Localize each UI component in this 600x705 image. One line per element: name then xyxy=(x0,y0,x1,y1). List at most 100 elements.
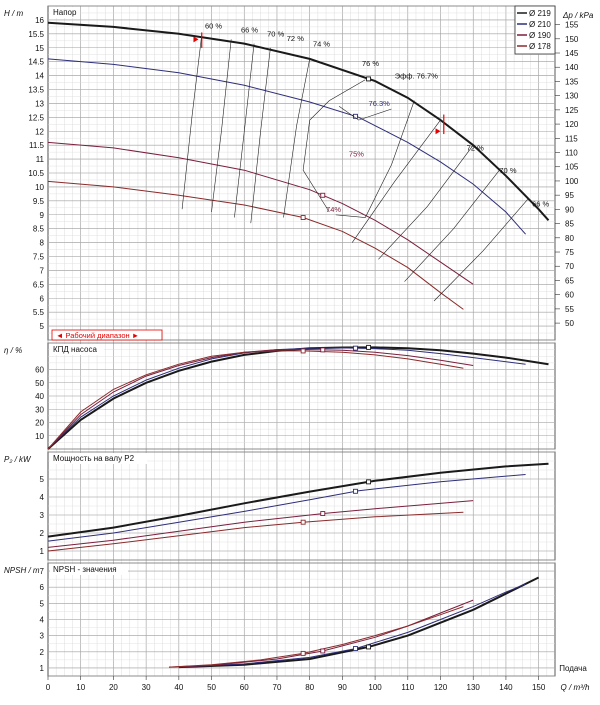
panel-power: 1 2 3 4 5 P₂ / kW Мощность на валу P2 xyxy=(4,451,556,561)
y-tick-label: 6 xyxy=(40,583,45,592)
duty-point-marker xyxy=(320,648,326,654)
panel-title-bg xyxy=(50,453,148,464)
iso-efficiency-line xyxy=(283,58,310,218)
duty-point-marker xyxy=(353,345,358,351)
y-right-tick-label: 65 xyxy=(565,276,574,285)
panel-title-bg xyxy=(50,344,104,355)
x-axis-label: Q / m³/h xyxy=(561,683,590,692)
y-tick-label: 50 xyxy=(35,379,44,388)
curve-head-178 xyxy=(47,180,464,310)
y-tick-label: 8 xyxy=(40,239,45,248)
panel-title: Напор xyxy=(53,8,77,17)
duty-point-marker xyxy=(320,192,326,198)
y-tick-label: 9.5 xyxy=(33,197,45,206)
x-tick-label: 100 xyxy=(368,683,382,692)
curve-npsh-210 xyxy=(178,583,526,668)
y-axis-label: H / m xyxy=(4,9,23,18)
y-tick-label: 5 xyxy=(40,475,45,484)
x-tick-label: 10 xyxy=(76,683,85,692)
panel-title: NPSH - значения xyxy=(53,565,117,574)
duty-point-marker xyxy=(320,347,326,353)
panel-efficiency: 10 20 30 40 50 60 η / % КПД насоса xyxy=(4,342,556,450)
y-tick-label: 10.5 xyxy=(28,169,44,178)
curve-power-178 xyxy=(47,511,464,552)
y-tick-label: 6 xyxy=(40,294,45,303)
x-tick-label: 40 xyxy=(174,683,183,692)
curve-power-219 xyxy=(47,462,549,538)
legend-entry-label: Ø 210 xyxy=(529,20,551,29)
x-tick-label: 80 xyxy=(305,683,314,692)
y-right-tick-label: 85 xyxy=(565,220,574,229)
y-tick-label: 12.5 xyxy=(28,113,44,122)
curve-head-219 xyxy=(47,21,550,221)
efficiency-label: 60 % xyxy=(205,21,222,30)
x-tick-label: 120 xyxy=(434,683,448,692)
y-right-tick-label: 140 xyxy=(565,63,579,72)
y-tick-label: 1 xyxy=(40,547,45,556)
duty-point-marker xyxy=(300,650,306,656)
iso-efficiency-line xyxy=(335,100,415,218)
y-tick-label: 7 xyxy=(40,266,45,275)
efficiency-label: 66 % xyxy=(241,25,258,34)
y-axis-label: η / % xyxy=(4,346,22,355)
legend-entry-label: Ø 190 xyxy=(529,31,551,40)
y-axis-label: NPSH / m xyxy=(4,566,40,575)
y-tick-label: 6.5 xyxy=(33,280,45,289)
x-tick-label: 110 xyxy=(401,683,414,692)
y-tick-label: 60 xyxy=(35,366,44,375)
efficiency-label: 74 % xyxy=(313,39,330,48)
panel-title: КПД насоса xyxy=(53,345,97,354)
efficiency-label: Эфф. 76.7% xyxy=(395,71,438,80)
panel-title: Мощность на валу P2 xyxy=(53,454,135,463)
y-tick-label: 15 xyxy=(35,44,44,53)
curve-npsh-178 xyxy=(168,606,464,668)
y-tick-label: 1 xyxy=(40,664,45,673)
y-tick-label: 7.5 xyxy=(33,253,45,262)
y-right-tick-label: 80 xyxy=(565,234,574,243)
x-tick-label: 60 xyxy=(240,683,249,692)
duty-point-marker xyxy=(366,479,372,485)
panel-head: 5 5.5 6 6.5 7 7.5 8 8.5 9 9.5 10 10.5 11 11.5 12 12.5 13… xyxy=(4,5,594,341)
y-tick-label: 9 xyxy=(40,211,45,220)
y-right-tick-label: 100 xyxy=(565,177,579,186)
iso-efficiency-line xyxy=(338,105,392,121)
y-tick-label: 11.5 xyxy=(29,141,45,150)
x-tick-label: 90 xyxy=(338,683,347,692)
x-tick-label: 150 xyxy=(532,683,546,692)
y-right-tick-label: 50 xyxy=(565,319,574,328)
duty-point-marker xyxy=(366,76,372,82)
curve-head-190 xyxy=(47,141,474,285)
y-right-tick-label: 70 xyxy=(565,262,574,271)
curve-power-210 xyxy=(47,474,526,542)
y-right-tick-label: 145 xyxy=(565,49,579,58)
y-tick-label: 16 xyxy=(35,16,44,25)
y-axis-label: P₂ / kW xyxy=(4,455,32,464)
legend-entry-label: Ø 178 xyxy=(529,42,551,51)
y-tick-label: 12 xyxy=(35,127,44,136)
y-tick-label: 3 xyxy=(40,511,45,520)
y-tick-label: 14 xyxy=(35,72,44,81)
y-tick-label: 11 xyxy=(36,155,45,164)
y-tick-label: 3 xyxy=(40,632,45,641)
curve-head-210 xyxy=(47,58,526,235)
working-range-box xyxy=(51,329,163,341)
efficiency-label: 72 % xyxy=(467,144,484,153)
duty-point-marker xyxy=(353,646,358,652)
efficiency-label: 76.3% xyxy=(369,99,391,108)
y-tick-label: 5 xyxy=(40,322,45,331)
efficiency-label: 74% xyxy=(326,205,341,214)
curve-efficiency-178 xyxy=(47,350,464,450)
iso-efficiency-line xyxy=(378,145,474,260)
iso-efficiency-line xyxy=(250,47,271,224)
y-right-tick-label: 155 xyxy=(565,21,579,30)
x-tick-label: 0 xyxy=(46,683,51,692)
duty-point-marker xyxy=(366,344,372,350)
iso-efficiency-line xyxy=(302,79,366,213)
y-tick-label: 13 xyxy=(35,99,44,108)
y-tick-label: 13.5 xyxy=(28,86,44,95)
y-right-axis-label: Δp / kPa xyxy=(562,11,594,20)
y-right-tick-label: 75 xyxy=(565,248,574,257)
curve-npsh-219 xyxy=(178,576,540,669)
